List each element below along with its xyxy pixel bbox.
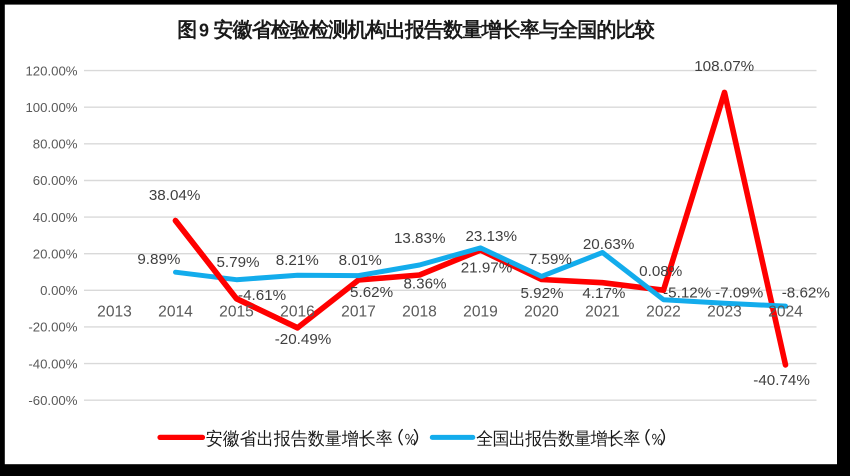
svg-text:2024: 2024 <box>768 304 803 321</box>
svg-text:108.07%: 108.07% <box>694 58 754 75</box>
svg-text:60.00%: 60.00% <box>33 173 78 188</box>
svg-text:38.04%: 38.04% <box>149 187 201 204</box>
svg-text:100.00%: 100.00% <box>25 100 77 115</box>
svg-text:2019: 2019 <box>463 304 498 321</box>
svg-text:8.21%: 8.21% <box>276 252 319 269</box>
svg-text:2013: 2013 <box>97 304 132 321</box>
svg-text:8.36%: 8.36% <box>403 275 446 292</box>
svg-text:2014: 2014 <box>158 304 193 321</box>
svg-text:2022: 2022 <box>646 304 681 321</box>
svg-text:2021: 2021 <box>585 304 620 321</box>
svg-text:0.00%: 0.00% <box>40 283 78 298</box>
svg-text:120.00%: 120.00% <box>25 63 77 78</box>
svg-text:0.08%: 0.08% <box>639 263 682 280</box>
svg-text:80.00%: 80.00% <box>33 137 78 152</box>
svg-text:-20.00%: -20.00% <box>28 320 77 335</box>
svg-text:2023: 2023 <box>707 304 742 321</box>
svg-text:-20.49%: -20.49% <box>275 331 332 348</box>
svg-text:20.00%: 20.00% <box>33 246 78 261</box>
svg-text:-4.61%: -4.61% <box>238 287 286 304</box>
svg-text:40.00%: 40.00% <box>33 210 78 225</box>
svg-text:-40.00%: -40.00% <box>28 356 77 371</box>
svg-text:4.17%: 4.17% <box>582 285 625 302</box>
svg-text:-7.09%: -7.09% <box>715 285 763 302</box>
svg-text:5.62%: 5.62% <box>350 284 393 301</box>
svg-text:8.01%: 8.01% <box>339 252 382 269</box>
svg-text:7.59%: 7.59% <box>529 251 572 268</box>
svg-text:-40.74%: -40.74% <box>753 372 810 389</box>
svg-text:9.89%: 9.89% <box>137 251 180 268</box>
svg-text:13.83%: 13.83% <box>394 230 446 247</box>
svg-text:-5.12%: -5.12% <box>663 285 711 302</box>
svg-text:-60.00%: -60.00% <box>28 393 77 408</box>
svg-text:20.63%: 20.63% <box>583 236 635 253</box>
svg-text:2018: 2018 <box>402 304 437 321</box>
svg-text:2017: 2017 <box>341 304 376 321</box>
svg-text:-8.62%: -8.62% <box>782 285 830 302</box>
svg-text:5.92%: 5.92% <box>520 285 563 302</box>
svg-text:2015: 2015 <box>219 304 254 321</box>
svg-text:2016: 2016 <box>280 304 315 321</box>
svg-text:2020: 2020 <box>524 304 559 321</box>
svg-text:5.79%: 5.79% <box>216 254 259 271</box>
svg-text:9: 9 <box>199 21 209 41</box>
svg-text:23.13%: 23.13% <box>465 228 517 245</box>
svg-text:21.97%: 21.97% <box>461 260 513 277</box>
